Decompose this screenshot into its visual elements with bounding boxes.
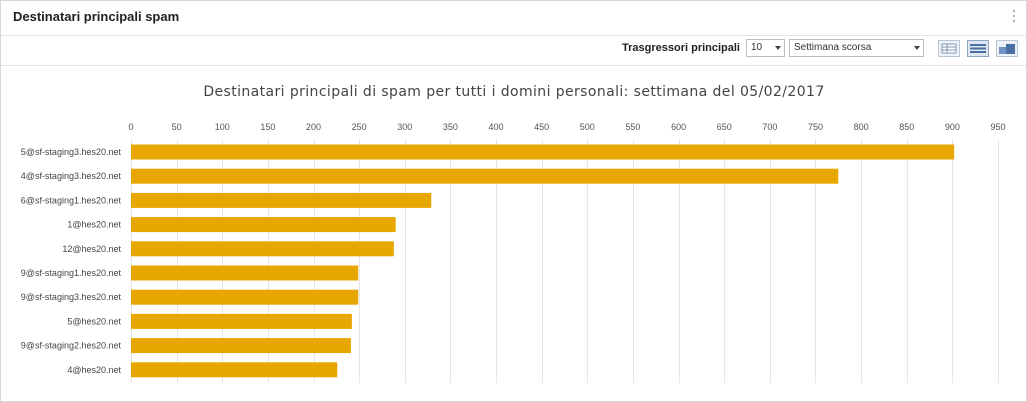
combined-view-icon[interactable] [996, 39, 1018, 57]
bar[interactable] [131, 313, 352, 329]
chevron-down-icon [914, 46, 920, 50]
period-select[interactable]: Settimana scorsa [789, 39, 924, 57]
category-label: 12@hes20.net [62, 244, 121, 254]
category-label: 5@sf-staging3.hes20.net [21, 147, 122, 157]
period-value: Settimana scorsa [794, 42, 872, 53]
category-label: 4@sf-staging3.hes20.net [21, 171, 122, 181]
bar[interactable] [131, 241, 394, 257]
category-label: 9@sf-staging1.hes20.net [21, 268, 122, 278]
top-offenders-label: Trasgressori principali [622, 42, 740, 54]
bar[interactable] [131, 192, 432, 208]
x-tick-label: 250 [352, 122, 367, 132]
category-label: 4@hes20.net [67, 365, 121, 375]
bar[interactable] [131, 265, 359, 281]
x-tick-label: 950 [990, 122, 1005, 132]
chart-bars [131, 144, 955, 378]
category-label: 6@sf-staging1.hes20.net [21, 195, 122, 205]
y-axis: 5@sf-staging3.hes20.net 4@sf-staging3.hes… [21, 147, 122, 375]
category-label: 5@hes20.net [67, 316, 121, 326]
x-tick-label: 900 [945, 122, 960, 132]
chart-view-icon[interactable] [967, 39, 989, 57]
x-tick-label: 500 [580, 122, 595, 132]
top-count-value: 10 [751, 42, 763, 53]
x-tick-label: 200 [306, 122, 321, 132]
top-count-select[interactable]: 10 [746, 39, 785, 57]
x-tick-label: 700 [762, 122, 777, 132]
bar[interactable] [131, 217, 396, 233]
chart-title: Destinatari principali di spam per tutti… [203, 84, 824, 100]
panel-title: Destinatari principali spam [13, 9, 180, 24]
x-tick-label: 0 [128, 122, 133, 132]
x-tick-label: 850 [899, 122, 914, 132]
x-axis: 0 50 100 150 200 250 300 350 400 450 500 550 600 650 7… [128, 122, 1005, 132]
x-tick-label: 750 [808, 122, 823, 132]
x-tick-label: 550 [625, 122, 640, 132]
x-tick-label: 100 [215, 122, 230, 132]
x-tick-label: 800 [854, 122, 869, 132]
bar[interactable] [131, 338, 351, 354]
x-tick-label: 650 [717, 122, 732, 132]
x-tick-label: 600 [671, 122, 686, 132]
panel-header: Destinatari principali spam [1, 1, 1026, 36]
header-divider [1, 65, 1026, 66]
chevron-down-icon [775, 46, 781, 50]
table-view-icon[interactable] [938, 39, 960, 57]
category-label: 1@hes20.net [67, 220, 121, 230]
more-options-icon[interactable] [1012, 10, 1016, 26]
x-tick-label: 450 [534, 122, 549, 132]
toolbar: Trasgressori principali 10 Settimana sco… [622, 38, 1018, 58]
category-label: 9@sf-staging2.hes20.net [21, 341, 122, 351]
x-tick-label: 350 [443, 122, 458, 132]
category-label: 9@sf-staging3.hes20.net [21, 292, 122, 302]
x-tick-label: 150 [260, 122, 275, 132]
x-tick-label: 400 [489, 122, 504, 132]
bar[interactable] [131, 144, 955, 160]
bar[interactable] [131, 289, 359, 305]
bar[interactable] [131, 362, 338, 378]
bar[interactable] [131, 168, 839, 184]
x-tick-label: 50 [172, 122, 182, 132]
x-tick-label: 300 [397, 122, 412, 132]
